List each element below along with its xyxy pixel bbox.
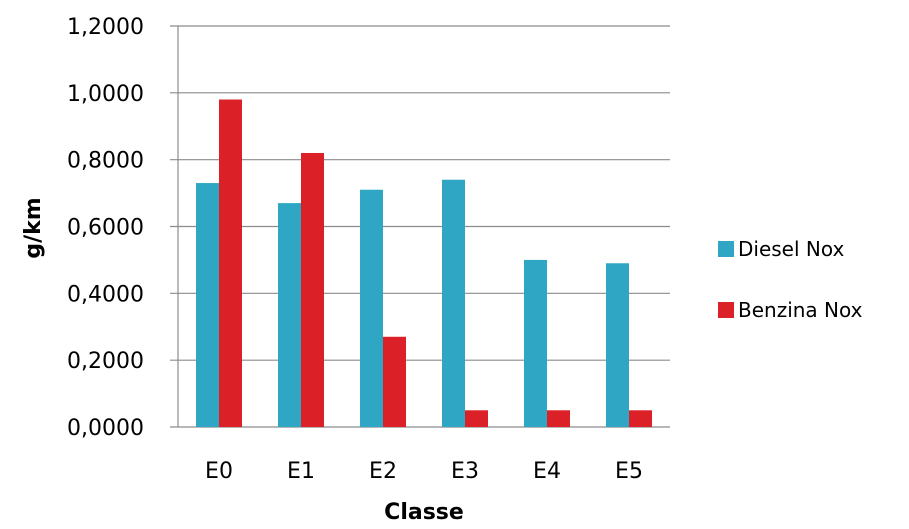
x-tick-label: E4 [533,459,561,484]
bar-diesel-nox-e0 [196,183,219,427]
y-tick-label: 0,2000 [67,349,144,374]
bar-diesel-nox-e3 [442,179,465,427]
legend-swatch [718,241,734,257]
bar-benzina-nox-e1 [301,152,324,427]
bar-benzina-nox-e2 [383,336,406,427]
x-axis-title: Classe [384,500,464,525]
grid-lines [170,25,670,428]
x-tick-label: E5 [615,459,643,484]
y-tick-labels: 0,0000 0,2000 0,4000 0,6000 0,8000 1,0000 1,20… [67,15,144,441]
y-tick-label: 0,0000 [67,416,144,441]
x-tick-labels: E0 E1 E2 E3 E4 E5 [205,459,643,484]
y-tick-label: 1,0000 [67,82,144,107]
legend-label: Diesel Nox [738,237,844,261]
legend-swatch [718,302,734,318]
x-tick-label: E2 [369,459,397,484]
bar-benzina-nox-e4 [547,410,570,427]
legend: Diesel Nox Benzina Nox [718,237,863,322]
bar-benzina-nox-e0 [219,99,242,428]
x-tick-label: E1 [287,459,315,484]
bar-diesel-nox-e5 [606,263,629,427]
bar-diesel-nox-e1 [278,203,301,427]
bar-diesel-nox-e2 [360,189,383,427]
x-tick-label: E3 [451,459,479,484]
y-tick-label: 0,8000 [67,149,144,174]
y-tick-label: 0,6000 [67,216,144,241]
bar-benzina-nox-e5 [629,410,652,427]
x-tick-label: E0 [205,459,233,484]
bars [196,99,652,428]
legend-label: Benzina Nox [738,298,863,322]
y-tick-label: 0,4000 [67,282,144,307]
bar-diesel-nox-e4 [524,259,547,427]
y-axis-title: g/km [21,197,46,258]
y-tick-label: 1,2000 [67,15,144,40]
bar-benzina-nox-e3 [465,410,488,427]
